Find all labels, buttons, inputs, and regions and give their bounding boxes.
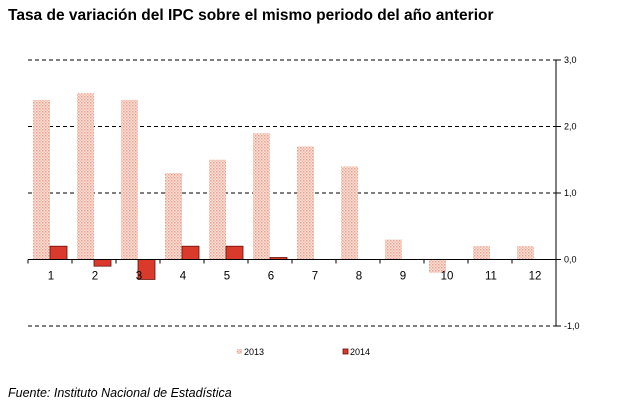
y-tick-label: 2,0	[564, 122, 577, 132]
bar-2014-5	[225, 245, 244, 260]
x-tick-label: 6	[268, 271, 274, 283]
bar-2013-5	[209, 159, 226, 260]
bar-2014-4	[181, 245, 200, 260]
y-tick-label: 3,0	[564, 55, 577, 65]
legend-label-2014: 2014	[350, 347, 370, 357]
bar-2013-7	[297, 146, 314, 260]
legend-swatch-2013	[237, 349, 242, 354]
y-tick-label: -1,0	[564, 321, 580, 331]
legend: 2013 2014	[237, 347, 370, 357]
y-tick-label: 0,0	[564, 255, 577, 265]
x-tick-label: 2	[92, 271, 98, 283]
x-tick-label: 5	[224, 271, 230, 283]
bar-2013-10	[429, 259, 446, 273]
bar-2013-12	[517, 246, 534, 260]
chart-title: Tasa de variación del IPC sobre el mismo…	[8, 7, 494, 24]
x-tick-label: 10	[441, 271, 454, 283]
bar-2013-1	[33, 99, 50, 260]
x-tick-label: 8	[356, 271, 362, 283]
x-tick-label: 9	[400, 271, 406, 283]
x-tick-label: 7	[312, 271, 318, 283]
bar-2013-3	[121, 99, 138, 260]
gridlines	[28, 59, 556, 327]
bar-2013-4	[165, 173, 182, 260]
x-tick-label: 12	[529, 271, 542, 283]
x-tick-label: 4	[180, 271, 187, 283]
x-tick-label: 11	[485, 271, 497, 283]
bar-2014-2	[93, 259, 112, 267]
axes	[27, 59, 561, 327]
source-note: Fuente: Instituto Nacional de Estadístic…	[8, 386, 232, 400]
labels: 3,02,01,00,0-1,01 2 3 4 5 6 7 8 9 10 11 12	[48, 55, 580, 331]
bar-2013-2	[77, 93, 94, 260]
legend-label-2013: 2013	[244, 347, 264, 357]
legend-swatch-2014	[342, 348, 349, 355]
y-tick-label: 1,0	[564, 188, 577, 198]
x-tick-label: 1	[48, 271, 54, 283]
bar-2013-11	[473, 246, 490, 260]
x-tick-label: 3	[136, 271, 142, 283]
bar-2013-6	[253, 133, 270, 260]
bar-2014-1	[49, 245, 68, 260]
bar-2013-9	[385, 239, 402, 260]
bar-2013-8	[341, 166, 358, 260]
bars	[33, 93, 534, 280]
